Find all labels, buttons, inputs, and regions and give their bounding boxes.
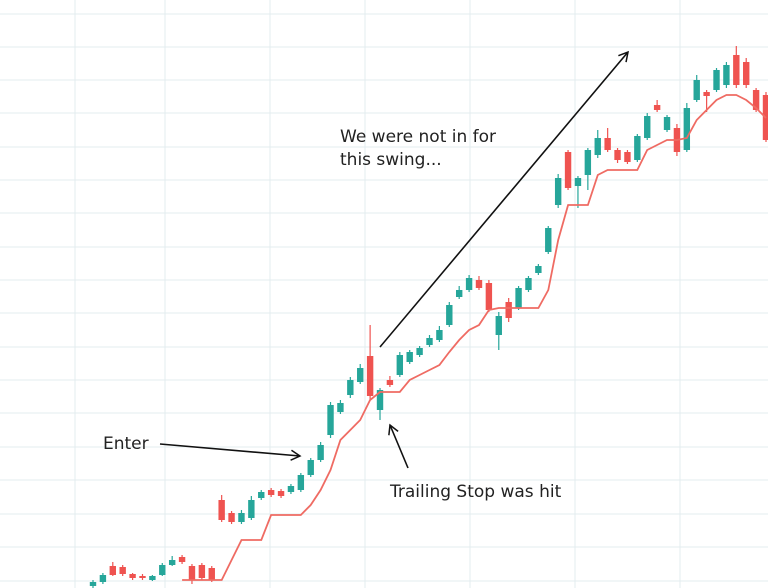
candle-body [218, 500, 225, 520]
candle-body [119, 567, 126, 574]
annotation: this swing... [340, 150, 442, 170]
candle-body [277, 491, 285, 496]
candle-body [653, 105, 661, 110]
candle-body [644, 116, 651, 138]
candle-body [545, 228, 552, 252]
candle-body [564, 152, 572, 188]
candle-body [594, 138, 601, 155]
candle-body [109, 566, 116, 575]
candle-body [198, 565, 206, 578]
annotation: We were not in for [340, 127, 496, 147]
candle-body [663, 117, 671, 130]
candle-body [752, 90, 760, 110]
candle-body [208, 568, 215, 580]
candle-body [475, 280, 483, 288]
candle-body [743, 62, 750, 85]
candle-body [357, 368, 364, 382]
candle-body [238, 513, 245, 522]
candle-body [693, 80, 700, 100]
arrow [159, 443, 302, 461]
candle-body [347, 380, 354, 395]
candle-body [307, 460, 314, 475]
annotations: We were not in for this swing... Enter T… [103, 50, 629, 502]
candle-body [495, 316, 502, 335]
candle-body [446, 305, 453, 325]
candle-body [406, 352, 413, 362]
arrow [379, 50, 629, 348]
arrow [388, 423, 409, 469]
candle-body [258, 492, 265, 498]
candle-body [436, 330, 443, 340]
candle-body [178, 557, 186, 562]
candle-body [396, 355, 404, 375]
candle-body [604, 138, 611, 150]
candle-body [89, 582, 97, 586]
candle-body [525, 278, 532, 290]
candle-body [584, 150, 592, 175]
candle-body [535, 266, 542, 273]
candle-body [713, 70, 720, 90]
candle-body [228, 513, 235, 522]
candle-body [505, 302, 512, 318]
candle-body [159, 565, 166, 575]
candle-body [168, 560, 176, 565]
candle-body [317, 445, 324, 460]
candle-body [426, 338, 433, 345]
marks [89, 46, 768, 588]
candle-body [248, 500, 255, 518]
candle-body [386, 380, 394, 385]
candle-body [366, 356, 374, 396]
trailing-stop-line [182, 94, 767, 581]
candle-body [614, 150, 621, 160]
candle-body [188, 566, 196, 580]
candle-body [515, 288, 522, 308]
annotation: Trailing Stop was hit [389, 482, 562, 502]
candle-body [554, 178, 562, 205]
candle-body [297, 475, 305, 490]
candle-body [703, 92, 710, 96]
candle-body [416, 348, 423, 355]
candle-body [683, 108, 691, 150]
candle-body [337, 403, 344, 412]
annotation: Enter [103, 434, 149, 454]
candle-body [139, 576, 146, 578]
candle-body [485, 283, 493, 310]
candle-body [376, 390, 384, 410]
candle-body [99, 575, 107, 582]
candle-body [149, 576, 156, 580]
candle-body [455, 290, 463, 297]
candle-body [267, 490, 275, 495]
candle-body [129, 574, 136, 578]
candle-body [465, 278, 473, 290]
candle-body [634, 136, 641, 160]
candle-body [733, 55, 740, 85]
candle-body [624, 152, 631, 162]
candle-body [287, 486, 295, 492]
candle-body [574, 178, 582, 186]
candle-body [327, 405, 334, 435]
candle-body [723, 65, 730, 85]
